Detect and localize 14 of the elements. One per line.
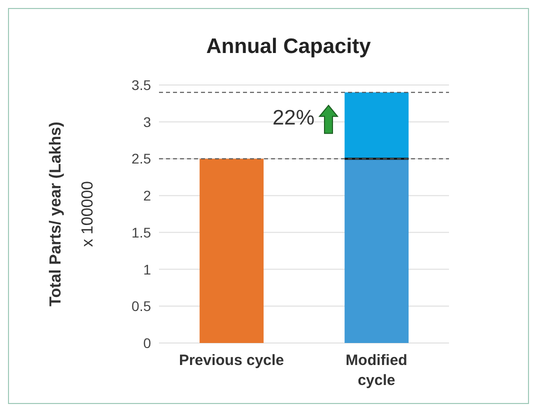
y-tick-label: 3 xyxy=(143,114,152,130)
x-tick-label: Previous cycle xyxy=(178,352,284,369)
y-tick-label: 0 xyxy=(143,334,152,351)
chart-title: Annual Capacity xyxy=(205,35,372,59)
y-tick-label: 2.5 xyxy=(132,150,152,167)
y-axis-title: Total Parts/ year (Lakhs) xyxy=(48,122,65,306)
y-tick-label: 2 xyxy=(143,188,152,204)
y-tick-label: 3.5 xyxy=(132,76,152,93)
y-tick-label: 0.5 xyxy=(132,298,152,314)
text: x 100000 xyxy=(80,180,97,247)
y-tick-label: 1 xyxy=(143,261,152,278)
y-tick-label: 1.5 xyxy=(132,224,152,240)
x-tick-label: Modified cycle xyxy=(346,352,408,389)
annotation: 22% xyxy=(272,106,314,130)
